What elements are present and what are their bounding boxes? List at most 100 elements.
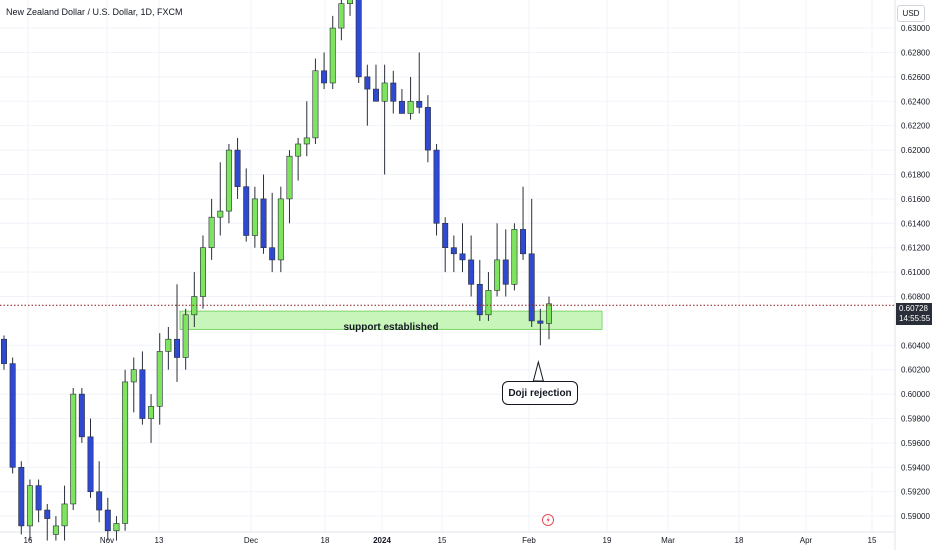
time-tick-label: Dec xyxy=(244,536,258,545)
candle-body xyxy=(156,351,163,407)
candle-body xyxy=(433,149,440,224)
candle-body xyxy=(225,149,232,212)
candle-body xyxy=(381,82,388,102)
candle-body xyxy=(511,229,518,285)
candle-body xyxy=(26,485,33,527)
time-tick-label: 13 xyxy=(155,536,164,545)
time-tick-label: Feb xyxy=(522,536,536,545)
time-tick-label: 18 xyxy=(735,536,744,545)
time-tick-label: 19 xyxy=(603,536,612,545)
candle-body xyxy=(277,198,284,261)
candle-body xyxy=(329,27,336,84)
candle-body xyxy=(295,143,302,157)
time-tick-label: 18 xyxy=(321,536,330,545)
candle-body xyxy=(165,338,172,352)
price-tick-label: 0.61000 xyxy=(901,268,930,277)
candle-body xyxy=(70,393,77,505)
candle-body xyxy=(269,247,276,261)
candle-body xyxy=(1,338,7,364)
price-tick-label: 0.60000 xyxy=(901,390,930,399)
candle-body xyxy=(355,0,362,78)
current-price-value: 0.60728 xyxy=(899,304,928,313)
candle-body xyxy=(537,320,544,324)
candle-body xyxy=(528,253,535,322)
candle-body xyxy=(35,485,42,511)
candle-body xyxy=(364,76,371,90)
time-tick-label: 2024 xyxy=(373,536,391,545)
candle-body xyxy=(373,88,379,102)
price-tick-label: 0.61600 xyxy=(901,195,930,204)
candle-body xyxy=(113,523,120,532)
candle-body xyxy=(485,290,492,316)
price-tick-label: 0.62800 xyxy=(901,48,930,57)
price-tick-label: 0.63000 xyxy=(901,24,930,33)
candle-body xyxy=(234,149,241,187)
candle-body xyxy=(424,107,431,151)
price-tick-label: 0.61200 xyxy=(901,244,930,253)
candle-body xyxy=(139,369,146,419)
candle-body xyxy=(251,198,258,236)
candle-body xyxy=(390,82,397,102)
support-zone xyxy=(179,310,603,330)
price-tick-label: 0.62000 xyxy=(901,146,930,155)
candle-body xyxy=(96,491,103,511)
candle-body xyxy=(502,259,509,285)
time-tick-label: 15 xyxy=(438,536,447,545)
price-tick-label: 0.59600 xyxy=(901,439,930,448)
candle-body xyxy=(450,247,457,255)
candle-body xyxy=(303,137,310,145)
candle-body xyxy=(130,369,137,383)
time-tick-label: Apr xyxy=(800,536,813,545)
price-tick-label: 0.60800 xyxy=(901,293,930,302)
price-tick-label: 0.59200 xyxy=(901,488,930,497)
candle-body xyxy=(44,509,51,519)
candle-body xyxy=(416,100,423,108)
time-tick-label: Mar xyxy=(661,536,675,545)
candle-body xyxy=(182,314,189,358)
time-tick-label: Nov xyxy=(100,536,114,545)
candle-body xyxy=(18,467,25,527)
candle-body xyxy=(459,253,466,261)
candle-body xyxy=(476,284,483,316)
candle-body xyxy=(338,3,345,29)
candle-body xyxy=(199,247,206,297)
candle-body xyxy=(468,259,475,285)
candle-body xyxy=(546,303,552,324)
candle-body xyxy=(243,186,250,236)
price-tick-label: 0.59000 xyxy=(901,512,930,521)
candle-body xyxy=(520,229,527,255)
candle-body xyxy=(321,70,328,84)
candle-body xyxy=(148,406,155,419)
candle-body xyxy=(52,525,59,535)
candle-body xyxy=(494,259,501,291)
candle-body xyxy=(286,155,293,200)
candle-body xyxy=(87,436,94,493)
candle-body xyxy=(347,0,354,4)
candle-body xyxy=(9,363,16,468)
time-tick-label: 16 xyxy=(24,536,33,545)
price-tick-label: 0.62400 xyxy=(901,97,930,106)
candle-body xyxy=(208,216,215,248)
candle-body xyxy=(398,100,405,114)
candle-body xyxy=(104,509,111,532)
support-zone-label: support established xyxy=(343,322,439,333)
price-tick-label: 0.60200 xyxy=(901,366,930,375)
replay-logo-icon[interactable] xyxy=(541,513,555,527)
candle-body xyxy=(78,393,85,438)
price-tick-label: 0.62200 xyxy=(901,122,930,131)
price-tick-label: 0.61800 xyxy=(901,170,930,179)
price-tick-label: 0.62600 xyxy=(901,73,930,82)
candle-body xyxy=(174,338,180,358)
currency-button[interactable]: USD xyxy=(897,5,925,22)
countdown-timer: 14:55:55 xyxy=(899,314,931,323)
candle-body xyxy=(217,210,224,218)
price-tick-label: 0.60400 xyxy=(901,341,930,350)
candle-body xyxy=(442,222,449,248)
candle-body xyxy=(61,503,68,527)
doji-callout[interactable]: Doji rejection xyxy=(502,381,578,405)
candle-body xyxy=(407,100,414,114)
current-price-label: 0.60728 14:55:55 xyxy=(896,303,932,325)
time-tick-label: 15 xyxy=(868,536,877,545)
